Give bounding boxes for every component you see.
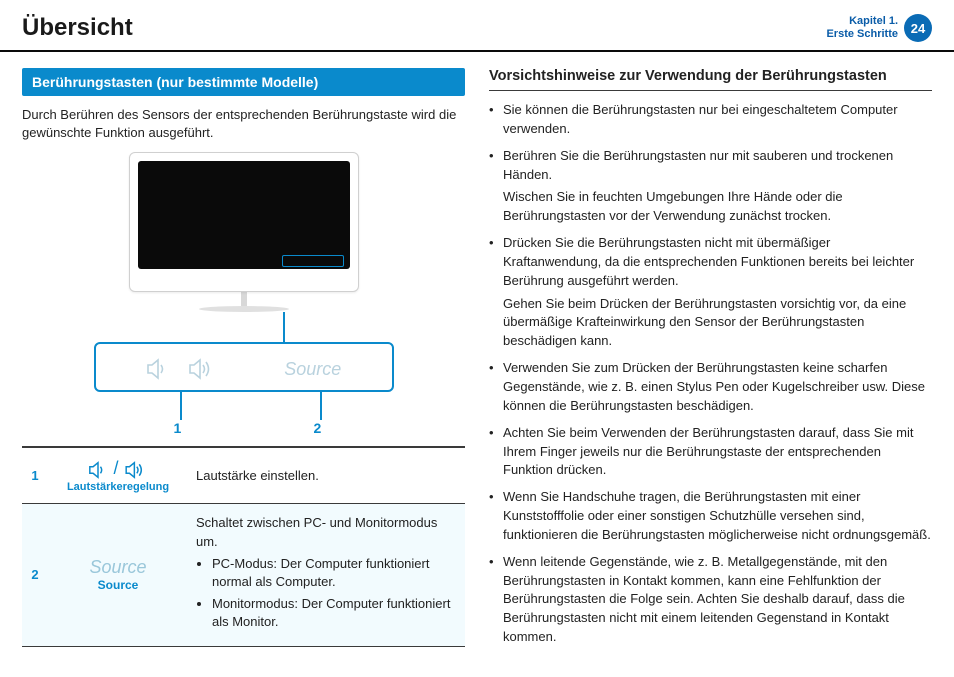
bullet-followup: Gehen Sie beim Drücken der Berührungstas… [503,295,932,352]
bullet-text: Verwenden Sie zum Drücken der Berührungs… [503,360,925,413]
source-icon-large: Source [89,557,146,577]
volume-up-icon [188,358,216,380]
row-icon-cell: / Lautstärkeregelung [48,448,188,504]
source-button-label: Source [284,359,341,380]
bullet-text: Wenn Sie Handschuhe tragen, die Berührun… [503,489,931,542]
desc-list: PC-Modus: Der Computer funktioniert norm… [196,555,457,632]
volume-control-label: Lautstärkeregelung [56,481,180,493]
page-title: Übersicht [22,14,133,42]
source-label: Source [56,578,180,592]
bullet-text: Drücken Sie die Berührungstasten nicht m… [503,235,914,288]
table-row: 1 / Lautstärkeregelu [22,448,465,504]
bullet-followup: Wischen Sie in feuchten Umgebungen Ihre … [503,188,932,226]
monitor-stand-base [199,306,289,312]
content-columns: Berührungstasten (nur bestimmte Modelle)… [0,52,954,675]
chapter-line-1: Kapitel 1. [826,15,898,28]
list-item: Wenn leitende Gegenstände, wie z. B. Met… [489,553,932,647]
row-number: 1 [22,448,48,504]
page-header: Übersicht Kapitel 1. Erste Schritte 24 [0,0,954,52]
row-description: Schaltet zwischen PC- und Monitormodus u… [188,504,465,646]
bullet-text: Wenn leitende Gegenstände, wie z. B. Met… [503,554,905,644]
list-item: Wenn Sie Handschuhe tragen, die Berührun… [489,488,932,545]
monitor-figure: Source 1 2 [22,152,465,418]
section-heading-bar: Berührungstasten (nur bestimmte Modelle) [22,68,465,96]
monitor-screen [138,161,350,269]
callout-numbers: 1 2 [94,396,394,418]
precautions-list: Sie können die Berührungstasten nur bei … [489,101,932,647]
volume-down-icon [146,358,170,380]
list-item: Verwenden Sie zum Drücken der Berührungs… [489,359,932,416]
feature-table: 1 / Lautstärkeregelu [22,447,465,646]
chapter-info: Kapitel 1. Erste Schritte [826,15,898,41]
volume-up-icon [124,461,148,479]
list-item: Sie können die Berührungstasten nur bei … [489,101,932,139]
bullet-text: Berühren Sie die Berührungstasten nur mi… [503,148,893,182]
precautions-heading: Vorsichtshinweise zur Verwendung der Ber… [489,68,932,91]
manual-page: Übersicht Kapitel 1. Erste Schritte 24 B… [0,0,954,677]
row-icon-cell: Source Source [48,504,188,646]
volume-icons: / [88,458,147,478]
row-number: 2 [22,504,48,646]
icon-separator: / [108,458,123,478]
list-item: Berühren Sie die Berührungstasten nur mi… [489,147,932,226]
touch-strip-highlight [282,255,344,267]
list-item: Drücken Sie die Berührungstasten nicht m… [489,234,932,351]
list-item: PC-Modus: Der Computer funktioniert norm… [212,555,457,591]
callout-leader-line [283,312,285,342]
table-row: 2 Source Source Schaltet zwischen PC- un… [22,504,465,646]
bullet-text: Sie können die Berührungstasten nur bei … [503,102,898,136]
list-item: Monitormodus: Der Computer funktioniert … [212,595,457,631]
monitor-illustration [129,152,359,292]
volume-down-icon [88,461,108,479]
monitor-stand-neck [241,292,247,306]
left-column: Berührungstasten (nur bestimmte Modelle)… [22,68,465,655]
callout-number-1: 1 [174,420,182,436]
list-item: Achten Sie beim Verwenden der Berührungs… [489,424,932,481]
right-column: Vorsichtshinweise zur Verwendung der Ber… [489,68,932,655]
page-number-badge: 24 [904,14,932,42]
bullet-text: Achten Sie beim Verwenden der Berührungs… [503,425,913,478]
touch-buttons-zoom: Source [94,342,394,392]
desc-intro: Schaltet zwischen PC- und Monitormodus u… [196,515,437,548]
header-right: Kapitel 1. Erste Schritte 24 [826,14,932,42]
chapter-line-2: Erste Schritte [826,28,898,41]
callout-number-2: 2 [314,420,322,436]
intro-text: Durch Berühren des Sensors der entsprech… [22,106,465,142]
volume-icons-group [146,358,216,380]
row-description: Lautstärke einstellen. [188,448,465,504]
